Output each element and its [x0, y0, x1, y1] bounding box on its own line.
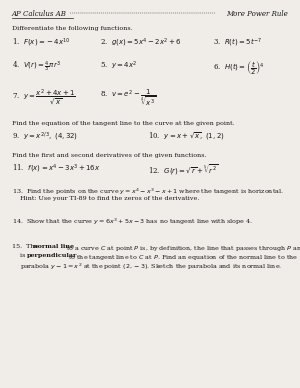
Text: 5.  $y = 4x^2$: 5. $y = 4x^2$ — [100, 60, 137, 72]
Text: Hint: Use your TI-89 to find the zeros of the derivative.: Hint: Use your TI-89 to find the zeros o… — [20, 196, 200, 201]
Text: 11.  $f(x) = x^4 - 3x^3 + 16x$: 11. $f(x) = x^4 - 3x^3 + 16x$ — [12, 163, 101, 175]
Text: normal line: normal line — [33, 244, 74, 249]
Text: 2.  $g(x) = 5x^4 - 2x^2 + 6$: 2. $g(x) = 5x^4 - 2x^2 + 6$ — [100, 37, 182, 49]
Text: 12.  $G(r) = \sqrt{r} + \sqrt[5]{r^2}$: 12. $G(r) = \sqrt{r} + \sqrt[5]{r^2}$ — [148, 163, 218, 177]
Text: Differentiate the following functions.: Differentiate the following functions. — [12, 26, 133, 31]
Text: to a curve $C$ at point $P$ is, by definition, the line that passes through $P$ : to a curve $C$ at point $P$ is, by defin… — [66, 244, 300, 253]
Text: 8.  $v = e^2 - \dfrac{1}{\sqrt[4]{x^3}}$: 8. $v = e^2 - \dfrac{1}{\sqrt[4]{x^3}}$ — [100, 88, 156, 109]
Text: parabola $y - 1 = x^2$ at the point $(2, -3)$. Sketch the parabola and its norma: parabola $y - 1 = x^2$ at the point $(2,… — [20, 262, 282, 272]
Text: Find the first and second derivatives of the given functions.: Find the first and second derivatives of… — [12, 153, 206, 158]
Text: to the tangent line to $C$ at $P$. Find an equation of the normal line to the: to the tangent line to $C$ at $P$. Find … — [68, 253, 298, 262]
Text: AP Calculus AB: AP Calculus AB — [12, 10, 67, 18]
Text: 13.  Find the points on the curve $y = x^4 - x^3 - x + 1$ where the tangent is h: 13. Find the points on the curve $y = x^… — [12, 187, 284, 197]
Text: perpendicular: perpendicular — [27, 253, 77, 258]
Text: 7.  $y = \dfrac{x^2 + 4x + 1}{\sqrt{x}}$: 7. $y = \dfrac{x^2 + 4x + 1}{\sqrt{x}}$ — [12, 88, 76, 107]
Text: 4.  $V(r) = \frac{4}{3}\pi r^3$: 4. $V(r) = \frac{4}{3}\pi r^3$ — [12, 60, 61, 74]
Text: 6.  $H(t) = \left(\dfrac{t}{2}\right)^4$: 6. $H(t) = \left(\dfrac{t}{2}\right)^4$ — [213, 60, 265, 77]
Text: is: is — [20, 253, 27, 258]
Text: More Power Rule: More Power Rule — [226, 10, 288, 18]
Text: 15.  The: 15. The — [12, 244, 40, 249]
Text: 1.  $F(x) = -4x^{10}$: 1. $F(x) = -4x^{10}$ — [12, 37, 71, 49]
Text: 3.  $R(t) = 5t^{-7}$: 3. $R(t) = 5t^{-7}$ — [213, 37, 262, 49]
Text: 14.  Show that the curve $y = 6x^3 + 5x - 3$ has no tangent line with slope 4.: 14. Show that the curve $y = 6x^3 + 5x -… — [12, 217, 253, 227]
Text: 9.  $y = x^{2/3},\ (4, 32)$: 9. $y = x^{2/3},\ (4, 32)$ — [12, 131, 78, 143]
Text: Find the equation of the tangent line to the curve at the given point.: Find the equation of the tangent line to… — [12, 121, 235, 126]
Text: 10.  $y = x + \sqrt{x},\ (1, 2)$: 10. $y = x + \sqrt{x},\ (1, 2)$ — [148, 131, 225, 142]
